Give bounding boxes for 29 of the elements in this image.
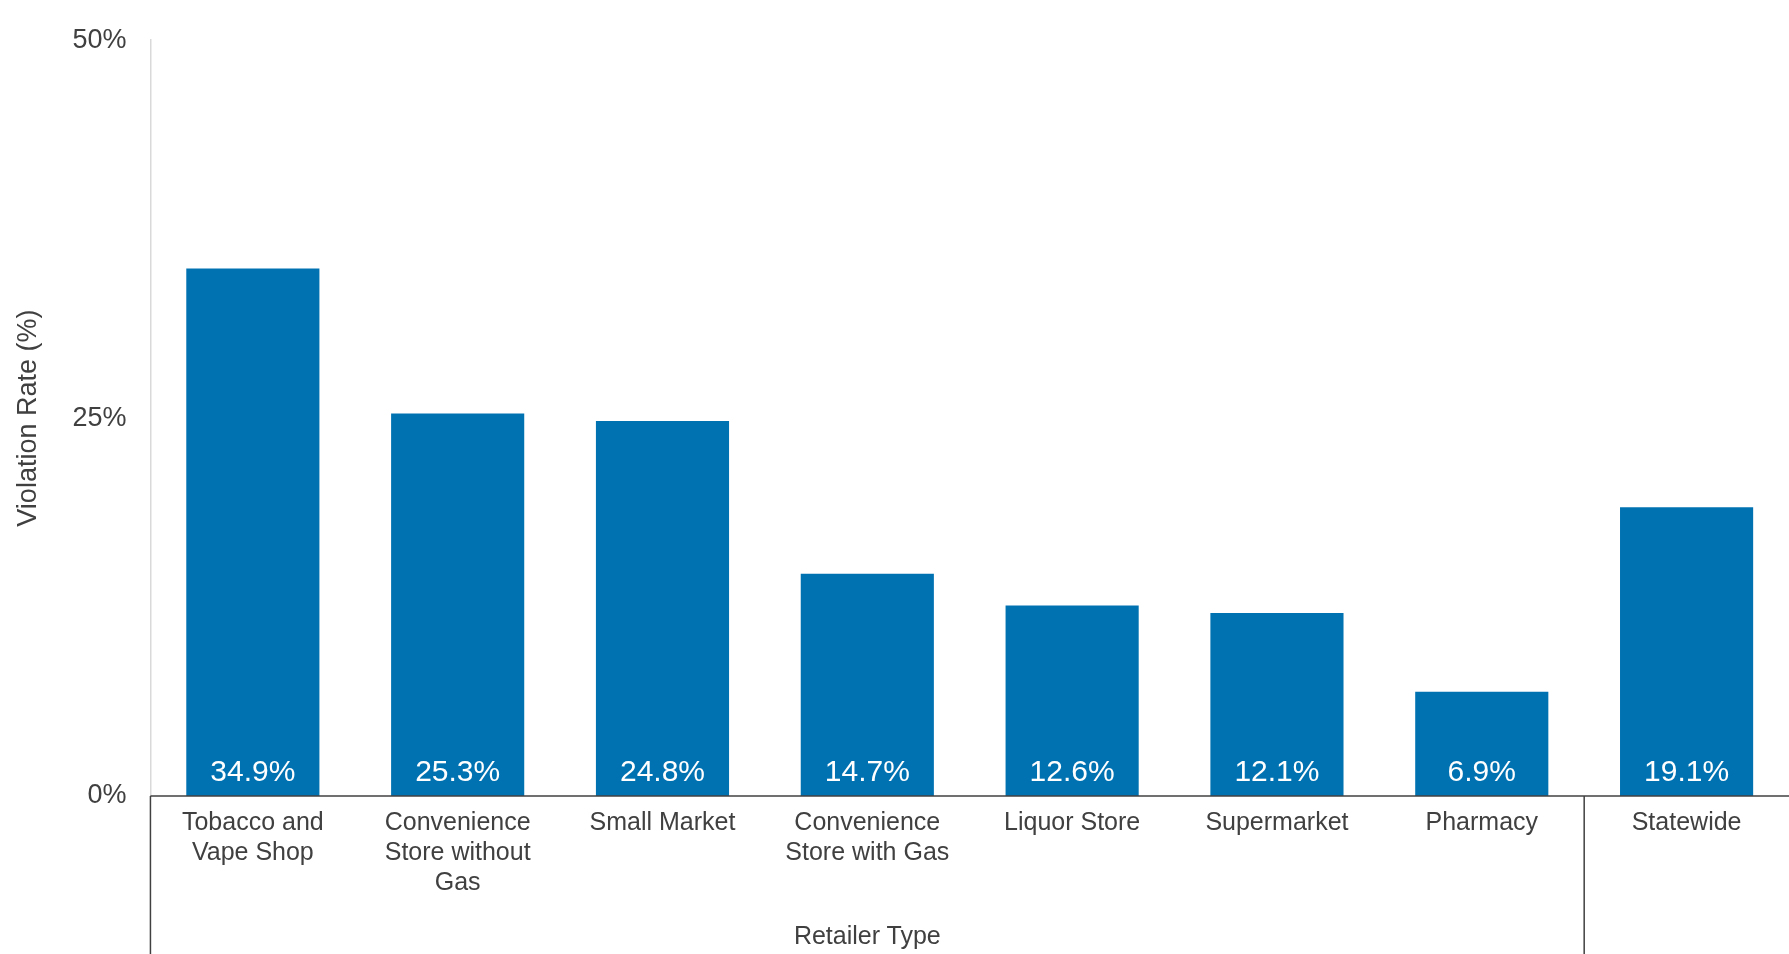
bar [1415,691,1549,796]
data-label: 6.9% [1447,754,1516,788]
x-tick-label: Tobacco and Vape Shop [181,806,324,865]
x-tick-label: Convenience Store with Gas [785,806,950,865]
bar [1620,507,1754,796]
x-tick-label: Small Market [589,806,736,835]
x-tick-label: Supermarket [1205,806,1349,835]
data-label: 25.3% [415,754,501,788]
x-tick-label: Pharmacy [1425,806,1539,835]
data-label: 12.1% [1234,754,1320,788]
bar [1210,613,1344,796]
y-tick-label: 25% [72,401,127,432]
y-tick-label: 50% [72,23,127,54]
data-label: 24.8% [619,754,706,788]
data-label: 34.9% [210,754,296,788]
bar [186,268,320,796]
x-tick-label: Statewide [1631,806,1742,835]
bar [595,421,730,796]
bar [800,573,934,796]
data-label: 12.6% [1029,754,1115,788]
y-axis-title: Violation Rate (%) [11,309,42,527]
x-tick-label: Liquor Store [1004,806,1141,835]
data-label: 14.7% [824,754,910,788]
y-tick-label: 0% [87,779,127,810]
bar [391,413,525,796]
bar [1005,605,1139,796]
data-label: 19.1% [1644,754,1730,788]
x-tick-label: Convenience Store without Gas [384,806,531,895]
x-axis-title: Retailer Type [793,921,941,950]
